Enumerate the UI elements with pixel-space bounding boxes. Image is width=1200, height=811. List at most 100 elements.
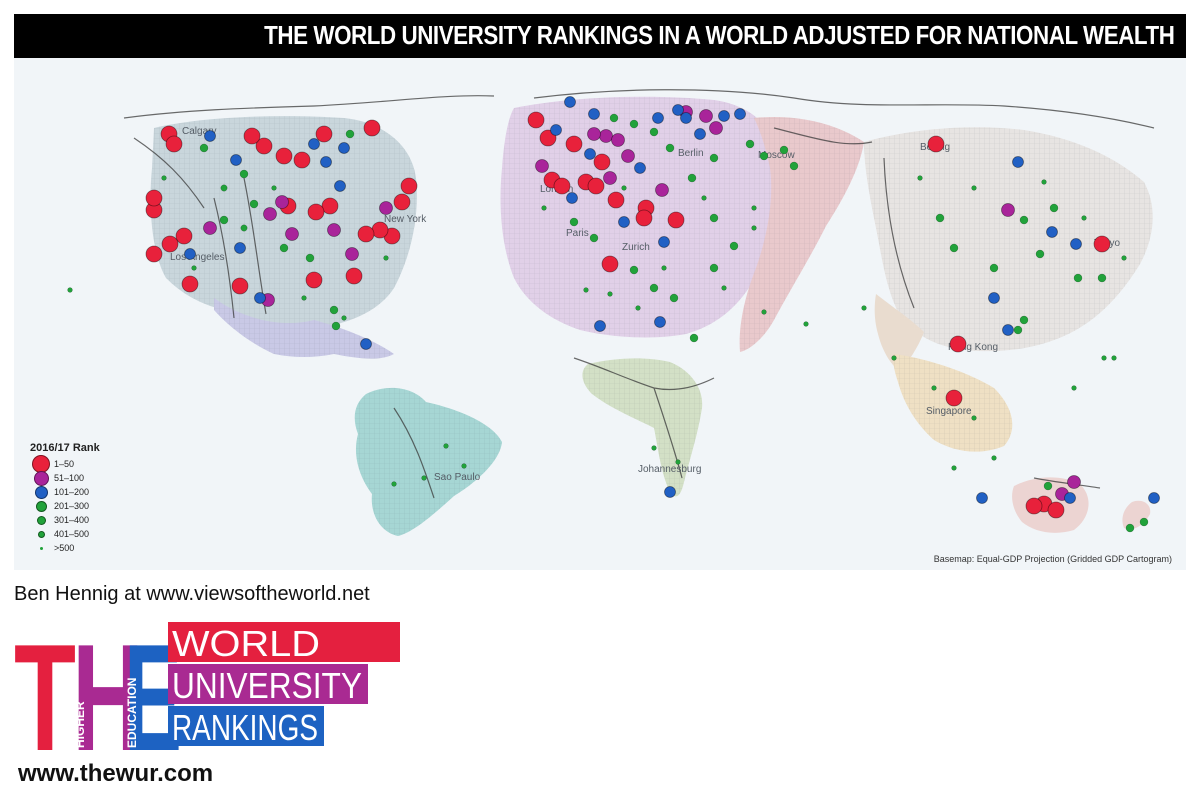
university-dot-rank-101-200: [1064, 492, 1076, 504]
university-dot-rank-101-200: [680, 112, 692, 124]
university-dot-rank-401-500: [461, 463, 467, 469]
legend-label: 201–300: [54, 501, 90, 511]
university-dot-rank-1-50: [527, 111, 545, 129]
rank-legend: 2016/17 Rank 1–50 51–100 101–200 201–300…: [30, 442, 100, 555]
university-dot-rank-201-300: [589, 233, 599, 243]
logo-word-times: TIMES: [15, 711, 29, 748]
university-dot-rank-1-50: [345, 267, 363, 285]
university-dot-rank-1-50: [593, 153, 611, 171]
university-dot-rank-1-50: [607, 191, 625, 209]
university-dot-rank-51-100: [599, 129, 613, 143]
university-dot-rank-1-50: [1093, 235, 1111, 253]
author-credit: Ben Hennig at www.viewsoftheworld.net: [14, 583, 370, 605]
university-dot-rank-201-300: [989, 263, 999, 273]
legend-dot-rank-401-500: [37, 530, 45, 538]
university-dot-rank-1-50: [601, 255, 619, 273]
university-dot-rank-51-100: [535, 159, 549, 173]
university-dot-rank-201-300: [305, 253, 315, 263]
legend-label: 301–400: [54, 515, 90, 525]
route-lines: [123, 89, 1155, 499]
title-bar: THE WORLD UNIVERSITY RANKINGS IN A WORLD…: [14, 14, 1186, 58]
logo-word-education: EDUCATION: [125, 678, 139, 748]
university-dot-rank-201-300: [689, 333, 699, 343]
logo-letter-t: T: [14, 618, 76, 752]
university-dot-rank-101-200: [320, 156, 332, 168]
university-dot-rank-51-100: [263, 207, 277, 221]
university-dot-rank-1-50: [1025, 497, 1043, 515]
website-url: www.thewur.com: [18, 760, 214, 787]
city-label-moscow: Moscow: [758, 150, 795, 161]
university-dot-rank-201-300: [219, 215, 229, 225]
university-dot-rank-201-300: [1049, 203, 1059, 213]
university-dot-rank-1-50: [181, 275, 199, 293]
university-dot-rank-1-50: [255, 137, 273, 155]
university-dot-rank-201-300: [199, 143, 209, 153]
university-dot-rank-401-500: [971, 185, 977, 191]
university-dot-rank-1-50: [231, 277, 249, 295]
legend-item: 1–50: [30, 455, 100, 473]
university-dot-rank-101-200: [1002, 324, 1014, 336]
university-dot-rank-1-50: [363, 119, 381, 137]
university-dot-rank-401-500: [391, 481, 397, 487]
university-dot-rank-101-200: [334, 180, 346, 192]
university-dot-rank-101-200: [734, 108, 746, 120]
university-dot-rank-1-50: [393, 193, 411, 211]
university-dot-rank-201-300: [1043, 481, 1053, 491]
university-dot-rank-51-100: [709, 121, 723, 135]
legend-label: 401–500: [54, 529, 90, 539]
university-dot-rank-201-300: [1035, 249, 1045, 259]
university-dot-rank-51-100: [603, 171, 617, 185]
city-label-zurich: Zurich: [622, 242, 650, 253]
city-label-los-angeles: Los Angeles: [170, 252, 225, 263]
university-dot-rank-401-500: [1071, 385, 1077, 391]
cartogram-map: Calgary Los Angeles New York London Pari…: [67, 89, 1160, 536]
university-dot-rank-1-50: [243, 127, 261, 145]
university-dot-rank-201-300: [1019, 215, 1029, 225]
city-label-sao-paulo: Sao Paulo: [434, 472, 481, 483]
university-dot-rank-401-500: [635, 305, 641, 311]
university-dot-rank-101-200: [204, 130, 216, 142]
university-dot-rank-1-50: [553, 177, 571, 195]
university-dot-rank-1-50: [949, 335, 967, 353]
university-dot-rank-401-500: [931, 385, 937, 391]
university-dot-rank-51-100: [655, 183, 669, 197]
university-dot-rank-201-300: [239, 169, 249, 179]
city-label-singapore: Singapore: [926, 406, 972, 417]
university-dot-rank-101-200: [254, 292, 266, 304]
university-dot-rank-201-300: [779, 145, 789, 155]
university-dot-rank-201-300: [709, 153, 719, 163]
city-label-paris: Paris: [566, 228, 589, 239]
university-dot-rank-401-500: [651, 445, 657, 451]
legend-dot-rank-101-200: [34, 485, 48, 499]
university-dot-rank-101-200: [976, 492, 988, 504]
university-dots-layer: [67, 96, 1160, 533]
logo-line-university: UNIVERSITY: [172, 665, 362, 706]
basemap-credit: Basemap: Equal-GDP Projection (Gridded G…: [933, 554, 1172, 564]
university-dot-rank-51-100: [621, 149, 635, 163]
university-dot-rank-401-500: [803, 321, 809, 327]
university-dot-rank-401-500: [1081, 215, 1087, 221]
university-dot-rank-201-300: [935, 213, 945, 223]
university-dot-rank-401-500: [341, 315, 347, 321]
university-dot-rank-201-300: [669, 293, 679, 303]
university-dot-rank-401-500: [721, 285, 727, 291]
university-dot-rank-51-100: [327, 223, 341, 237]
university-dot-rank-101-200: [234, 242, 246, 254]
legend-item: 101–200: [30, 485, 100, 499]
logo-line-world: WORLD: [172, 623, 320, 664]
university-dot-rank-1-50: [305, 271, 323, 289]
university-dot-rank-401-500: [271, 185, 277, 191]
map-title: THE WORLD UNIVERSITY RANKINGS IN A WORLD…: [263, 20, 1175, 50]
university-dot-rank-401-500: [951, 465, 957, 471]
university-dot-rank-201-300: [789, 161, 799, 171]
university-dot-rank-1-50: [539, 129, 557, 147]
university-dot-rank-401-500: [191, 265, 197, 271]
university-dot-rank-401-500: [1111, 355, 1117, 361]
university-dot-rank-1-50: [145, 245, 163, 263]
university-dot-rank-201-300: [759, 151, 769, 161]
university-dot-rank-201-300: [569, 217, 579, 227]
city-label-hong-kong: Hong Kong: [948, 342, 998, 353]
university-dot-rank-401-500: [443, 443, 449, 449]
university-dot-rank-101-200: [588, 108, 600, 120]
university-dot-rank-201-300: [1019, 315, 1029, 325]
